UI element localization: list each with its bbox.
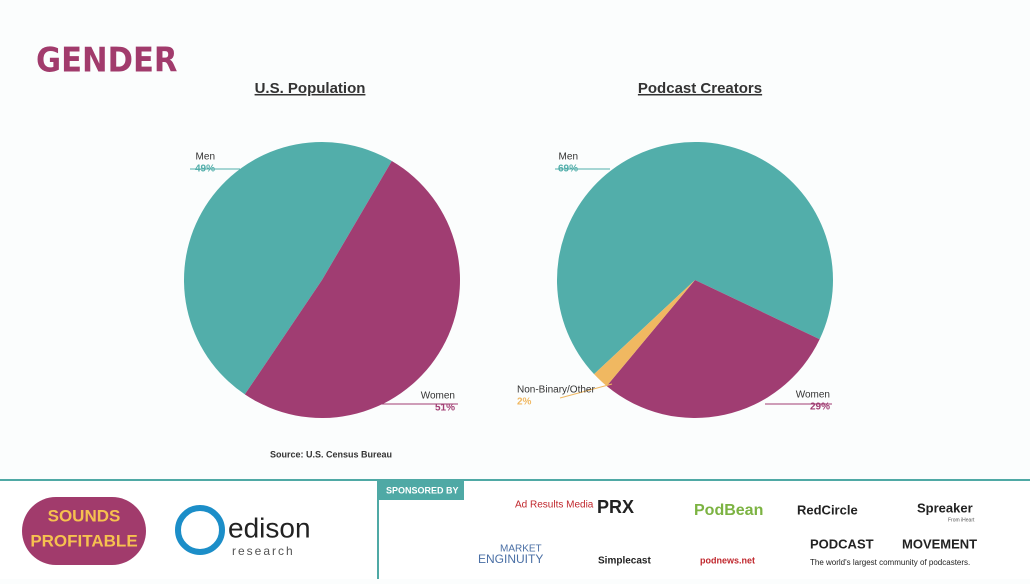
slice-value: 51% — [435, 403, 455, 414]
slice-label: Men — [559, 152, 578, 163]
sounds-text: SOUNDS — [48, 506, 121, 525]
sponsor: MOVEMENT — [902, 536, 977, 551]
sponsor: Spreaker — [917, 500, 973, 515]
chart-title: Podcast Creators — [638, 80, 762, 97]
pie-slice — [183, 141, 392, 395]
leader-line — [559, 383, 613, 399]
slice-label: Women — [421, 391, 455, 402]
edison-text: edison — [228, 512, 311, 543]
sponsor: Simplecast — [598, 556, 651, 567]
sounds-logo — [22, 497, 146, 565]
sponsor: Ad Results Media — [515, 500, 594, 511]
slice-label: Men — [196, 152, 215, 163]
slice-value: 69% — [558, 164, 578, 175]
sponsor: podnews.net — [700, 555, 755, 565]
slice-value: 29% — [810, 402, 830, 413]
pie-slice — [594, 280, 695, 387]
slice-label: Non-Binary/Other — [517, 385, 595, 396]
pie-slice — [244, 160, 460, 418]
sponsor: RedCircle — [797, 502, 858, 517]
sponsor: PodBean — [694, 502, 763, 519]
pie-slice — [606, 280, 820, 419]
slice-label: Women — [796, 390, 830, 401]
slide-title: GENDER — [36, 41, 177, 81]
sponsor: ENGINUITY — [478, 552, 543, 566]
sponsor: PRX — [597, 497, 634, 517]
pie-slice — [557, 142, 833, 375]
slice-value: 49% — [195, 164, 215, 175]
sponsor: The world's largest community of podcast… — [810, 558, 970, 567]
edison-icon — [175, 505, 225, 555]
footer — [0, 480, 1030, 579]
source: Source: U.S. Census Bureau — [270, 449, 392, 459]
sponsor: From iHeart — [948, 517, 975, 523]
sponsor: MARKET — [500, 544, 542, 555]
chart-title: U.S. Population — [255, 80, 366, 97]
slice-value: 2% — [517, 397, 532, 408]
sounds-text: PROFITABLE — [30, 531, 137, 550]
sponsored-label: SPONSORED BY — [386, 485, 459, 495]
sponsored-tag — [378, 481, 464, 500]
sponsor: PODCAST — [810, 536, 874, 551]
edison-text: research — [232, 544, 295, 558]
